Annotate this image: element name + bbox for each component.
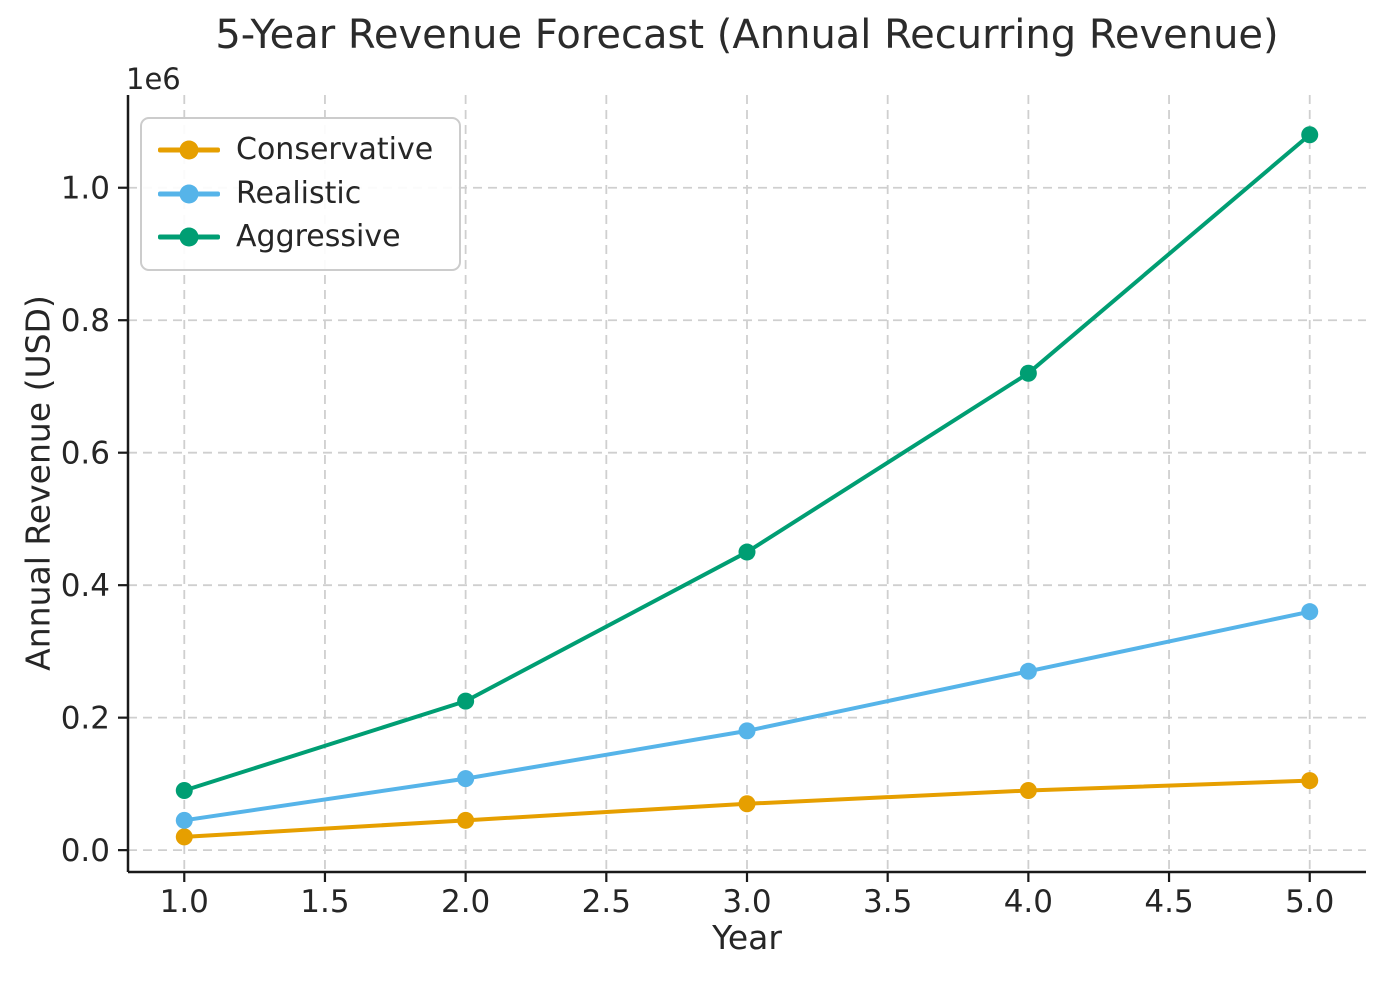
- data-point-conservative-year-2: [457, 811, 475, 829]
- data-point-aggressive-year-1: [175, 782, 193, 800]
- conservative-line-marker-icon: [158, 140, 220, 160]
- chart-title: 5-Year Revenue Forecast (Annual Recurrin…: [215, 12, 1279, 58]
- data-point-aggressive-year-5: [1301, 126, 1319, 144]
- data-point-aggressive-year-2: [457, 692, 475, 710]
- data-point-conservative-year-3: [738, 795, 756, 813]
- x-tick-label: 1.0: [160, 884, 209, 920]
- legend-item-realistic: Realistic: [158, 175, 433, 212]
- x-tick-label: 2.5: [582, 884, 631, 920]
- x-tick-label: 3.5: [863, 884, 912, 920]
- x-tick-label: 2.0: [441, 884, 490, 920]
- legend-label-realistic: Realistic: [236, 175, 362, 211]
- legend: Conservative Realistic Aggressive: [140, 117, 462, 271]
- data-point-realistic-year-1: [175, 811, 193, 829]
- legend-label-conservative: Conservative: [236, 132, 434, 167]
- y-tick-label: 0.8: [61, 303, 110, 339]
- x-tick-label: 4.0: [1004, 884, 1053, 920]
- legend-item-conservative: Conservative: [158, 132, 434, 168]
- x-tick-label: 5.0: [1285, 884, 1334, 920]
- data-point-realistic-year-3: [738, 722, 756, 740]
- y-tick-label: 0.0: [61, 833, 110, 869]
- data-point-aggressive-year-4: [1019, 364, 1037, 382]
- y-tick-label: 0.4: [61, 568, 110, 604]
- y-tick-label: 1.0: [61, 171, 110, 207]
- x-tick-label: 1.5: [300, 884, 349, 920]
- x-axis-label: Year: [712, 918, 782, 957]
- y-tick-label: 0.2: [61, 701, 110, 737]
- legend-label-aggressive: Aggressive: [236, 219, 401, 254]
- x-tick-label: 4.5: [1144, 884, 1193, 920]
- data-point-realistic-year-4: [1019, 662, 1037, 680]
- data-point-aggressive-year-3: [738, 543, 756, 561]
- legend-item-aggressive: Aggressive: [158, 219, 433, 255]
- y-axis-offset-label: 1e6: [126, 62, 181, 96]
- aggressive-line-marker-icon: [158, 227, 220, 247]
- x-tick-label: 3.0: [722, 884, 771, 920]
- data-point-realistic-year-2: [457, 770, 475, 788]
- realistic-line-marker-icon: [158, 184, 220, 204]
- data-point-conservative-year-1: [175, 828, 193, 846]
- data-point-conservative-year-5: [1301, 772, 1319, 790]
- data-point-conservative-year-4: [1019, 782, 1037, 800]
- y-tick-label: 0.6: [61, 436, 110, 472]
- data-point-realistic-year-5: [1301, 603, 1319, 621]
